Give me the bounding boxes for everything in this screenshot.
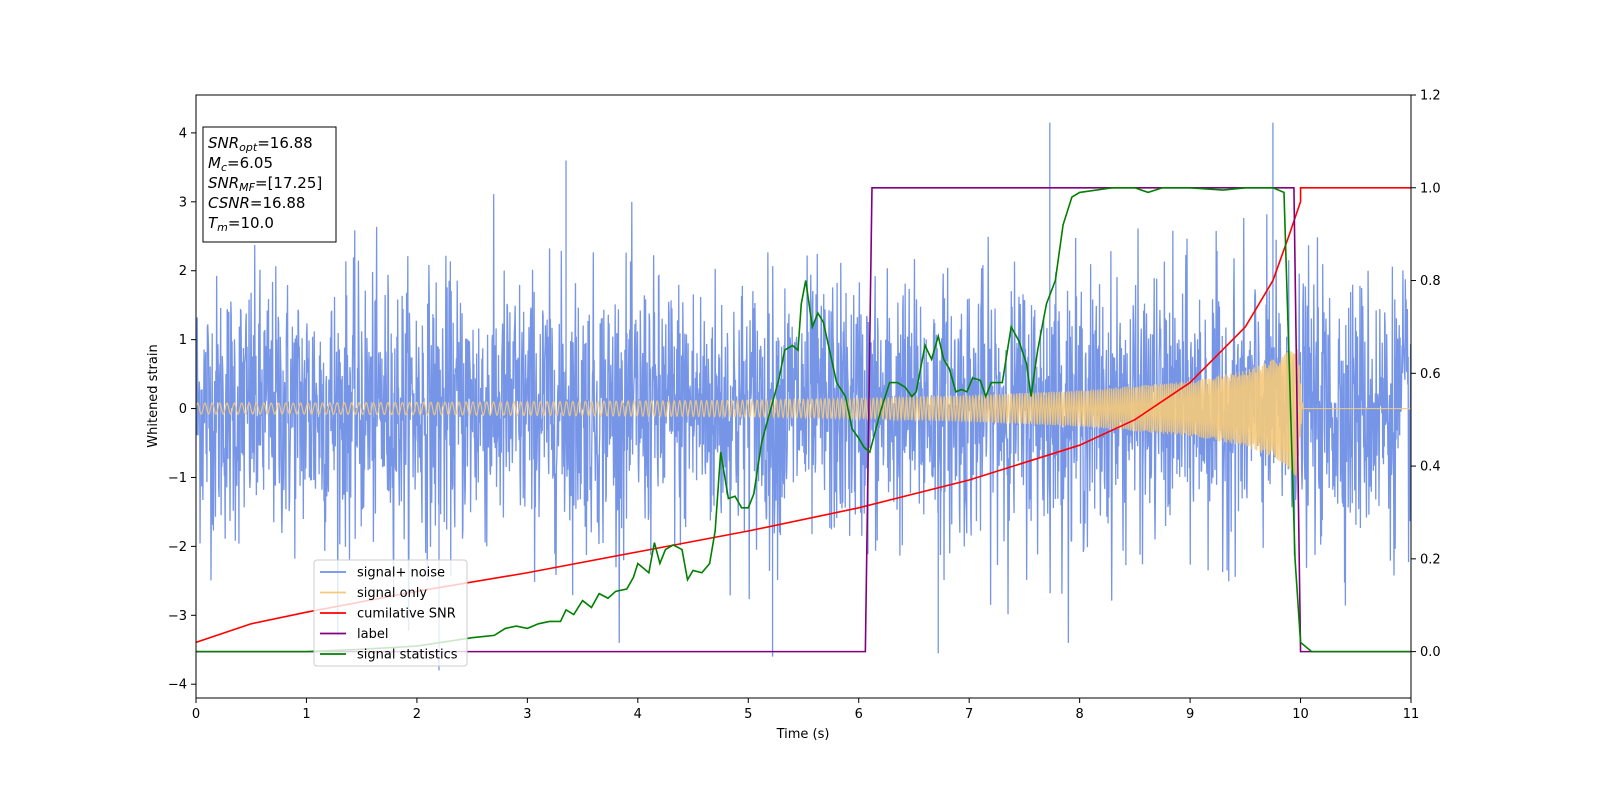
info-line: Mc=6.05 — [208, 154, 273, 174]
legend-label: label — [357, 627, 388, 642]
legend-label: signal only — [357, 586, 427, 601]
y-left-tick-label: −4 — [168, 678, 187, 693]
y-right-tick-label: 0.4 — [1420, 460, 1441, 475]
x-tick-label: 7 — [965, 707, 973, 722]
x-tick-label: 4 — [634, 707, 642, 722]
series-signal-statistics — [196, 186, 1411, 653]
series-layer — [196, 122, 1411, 671]
y-right-tick-label: 0.6 — [1420, 367, 1441, 382]
info-line: Tm=10.0 — [208, 214, 274, 234]
y-left-tick-label: 3 — [179, 195, 187, 210]
y-left-tick-label: 1 — [179, 333, 187, 348]
x-tick-label: 9 — [1186, 707, 1194, 722]
plot-frame — [195, 94, 1412, 699]
x-axis-label: Time (s) — [776, 727, 830, 742]
x-tick-label: 10 — [1292, 707, 1309, 722]
y-right-tick-label: 1.2 — [1420, 89, 1441, 104]
y-right-tick-label: 0.0 — [1420, 645, 1441, 660]
x-tick-label: 1 — [302, 707, 310, 722]
y-left-tick-label: −3 — [168, 609, 187, 624]
info-box-frame — [202, 126, 337, 243]
x-tick-label: 2 — [413, 707, 421, 722]
axes-layer: 0 1 2 3 4 5 6 7 8 9 10 11 −4 −3 −2 −1 0 1 2 3 4 0.0 0.2 0.4 0.6 0… — [168, 89, 1441, 723]
y-left-tick-label: 0 — [179, 402, 187, 417]
y-right-tick-label: 0.2 — [1420, 552, 1441, 567]
legend-label: signal statistics — [357, 648, 458, 663]
x-tick-label: 11 — [1403, 707, 1420, 722]
x-tick-label: 5 — [744, 707, 752, 722]
legend-label: signal+ noise — [357, 566, 445, 581]
y-left-tick-label: 4 — [179, 126, 187, 141]
series-signal-noise — [196, 122, 1411, 671]
y-left-tick-label: 2 — [179, 264, 187, 279]
info-line: SNRopt=16.88 — [208, 134, 313, 154]
y-axis-label: Whitened strain — [146, 344, 161, 447]
info-line: SNRMF=[17.25] — [208, 174, 322, 194]
y-right-tick-label: 0.8 — [1420, 274, 1441, 289]
x-tick-label: 6 — [855, 707, 863, 722]
legend-label: cumilative SNR — [357, 607, 456, 622]
x-tick-label: 8 — [1075, 707, 1083, 722]
info-line: CSNR=16.88 — [208, 194, 305, 212]
y-right-tick-label: 1.0 — [1420, 181, 1441, 196]
legend: signal+ noise signal only cumilative SNR la… — [313, 559, 468, 667]
info-box: SNRopt=16.88Mc=6.05SNRMF=[17.25]CSNR=16.… — [202, 126, 337, 243]
x-tick-label: 3 — [523, 707, 531, 722]
legend-frame — [313, 559, 468, 667]
x-tick-label: 0 — [192, 707, 200, 722]
series-signal-only — [196, 348, 1411, 476]
y-left-tick-label: −2 — [168, 540, 187, 555]
y-left-tick-label: −1 — [168, 471, 187, 486]
